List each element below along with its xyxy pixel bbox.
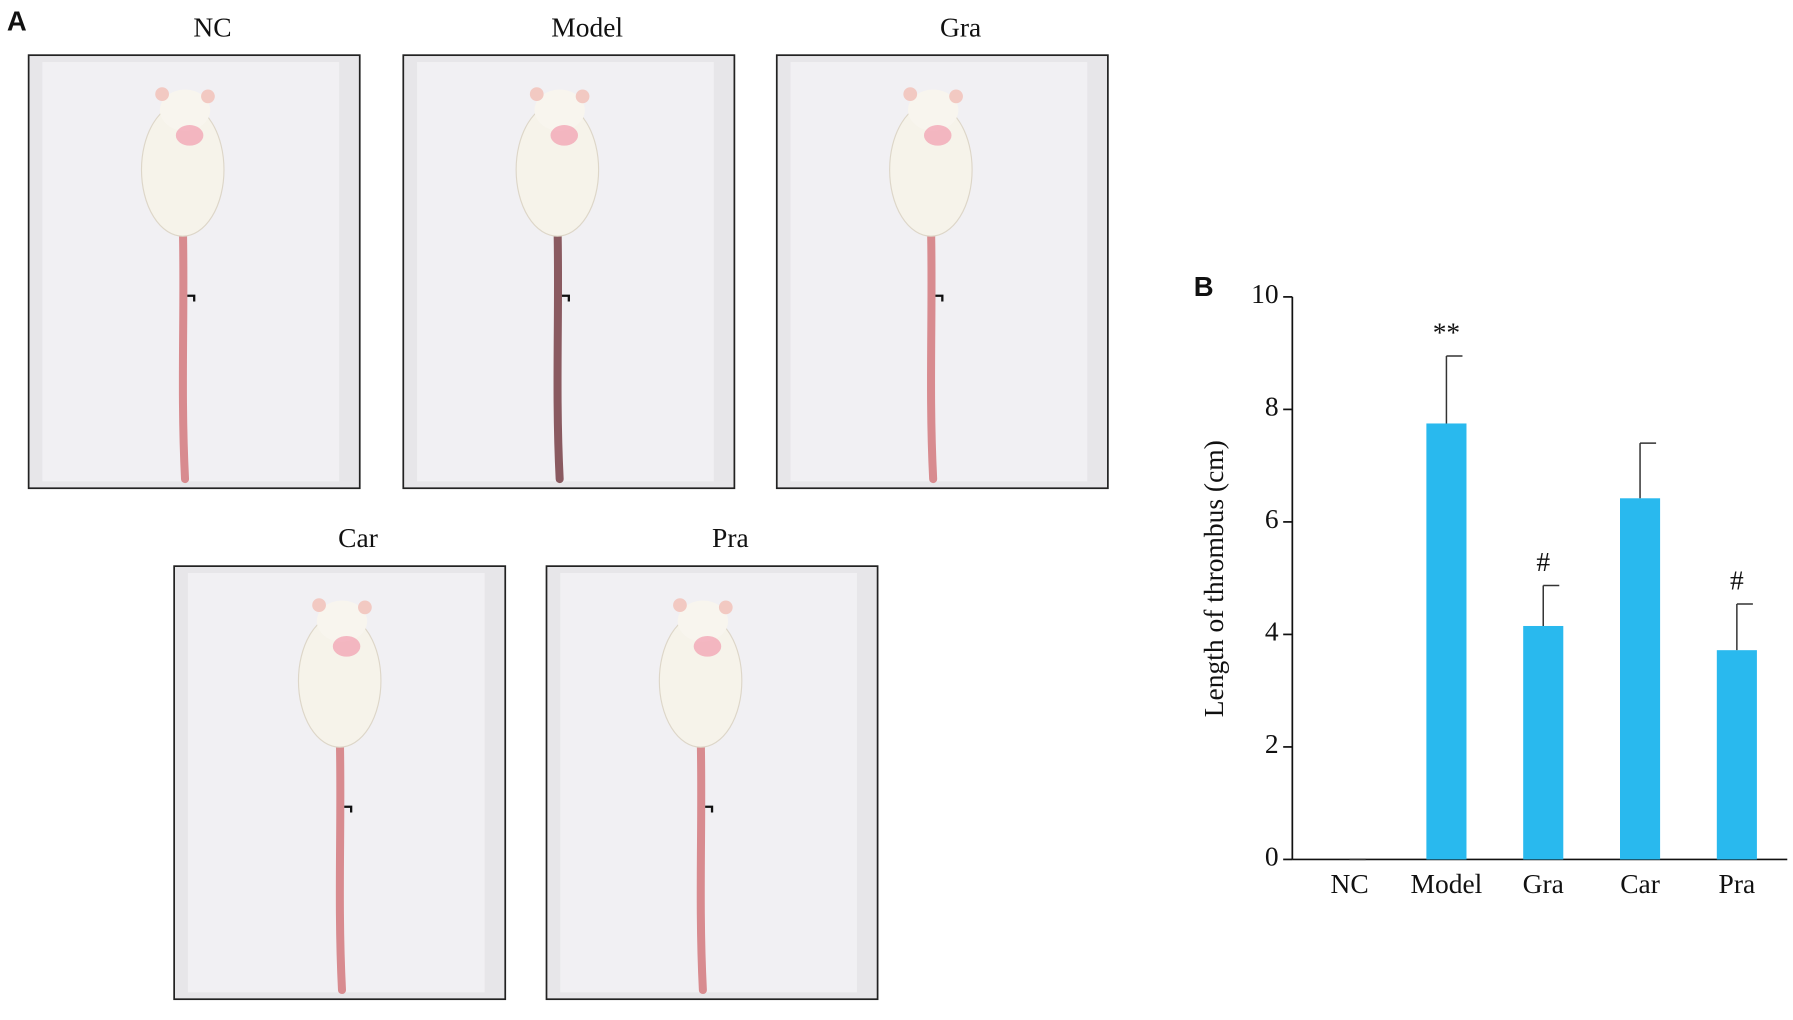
error-bar	[1639, 442, 1657, 499]
photo	[402, 54, 736, 490]
photo-label: NC	[193, 12, 231, 42]
x-tick-label: Gra	[1523, 869, 1564, 899]
photo-label: Car	[338, 523, 378, 553]
tail	[335, 728, 346, 995]
annotation: #	[1730, 566, 1744, 596]
head	[159, 89, 211, 131]
photo-label: Gra	[940, 12, 981, 42]
mark	[175, 125, 204, 146]
error-bar	[1736, 603, 1753, 651]
x-tick-label: Car	[1620, 869, 1660, 899]
photo	[545, 565, 879, 1001]
photo	[173, 565, 507, 1001]
tail	[926, 217, 938, 484]
panel-letter: A	[7, 5, 27, 36]
annotation: #	[1536, 547, 1550, 577]
x-tick-label: Model	[1411, 869, 1483, 899]
mark	[923, 125, 952, 146]
head	[316, 600, 368, 642]
y-tick-label: 6	[1265, 504, 1279, 534]
photo	[27, 54, 361, 490]
head	[907, 89, 959, 131]
bar	[1620, 498, 1661, 860]
x-tick-label: NC	[1331, 869, 1369, 899]
ear	[718, 600, 733, 615]
y-tick-label: 8	[1265, 392, 1279, 422]
tail	[696, 728, 707, 995]
tail	[178, 217, 190, 484]
error-bar	[1445, 355, 1463, 424]
bar	[1523, 625, 1564, 860]
photo-panel: NC Model Gra Car Pra	[27, 12, 1109, 1001]
ear	[201, 89, 215, 104]
photo-label: Pra	[712, 523, 749, 553]
y-tick-label: 4	[1265, 617, 1279, 647]
y-tick-label: 2	[1265, 729, 1279, 759]
y-axis-label: Length of thrombus (cm)	[1199, 440, 1229, 717]
mark	[550, 125, 578, 146]
ear	[673, 598, 687, 612]
ear	[575, 89, 590, 104]
bar	[1716, 650, 1757, 860]
mark	[693, 636, 722, 657]
annotation: **	[1433, 318, 1460, 348]
mark	[332, 636, 361, 657]
clip-mark	[187, 294, 196, 302]
y-tick-label: 10	[1251, 279, 1278, 309]
head	[534, 89, 585, 131]
ear	[155, 87, 169, 101]
ear	[529, 87, 544, 101]
clip-mark	[935, 294, 944, 302]
y-tick-label: 0	[1265, 842, 1279, 872]
photo-label: Model	[551, 12, 623, 42]
ear	[949, 89, 963, 104]
bar	[1426, 423, 1467, 860]
photo	[775, 54, 1109, 490]
panel-letter: B	[1194, 271, 1214, 302]
x-tick-label: Pra	[1719, 869, 1756, 899]
clip-mark	[344, 805, 353, 813]
error-bar	[1542, 584, 1560, 626]
clip-mark	[561, 294, 570, 302]
ear	[312, 598, 326, 612]
ear	[903, 87, 918, 101]
tail	[553, 217, 564, 484]
head	[677, 600, 729, 642]
ear	[358, 600, 372, 615]
clip-mark	[705, 805, 714, 813]
